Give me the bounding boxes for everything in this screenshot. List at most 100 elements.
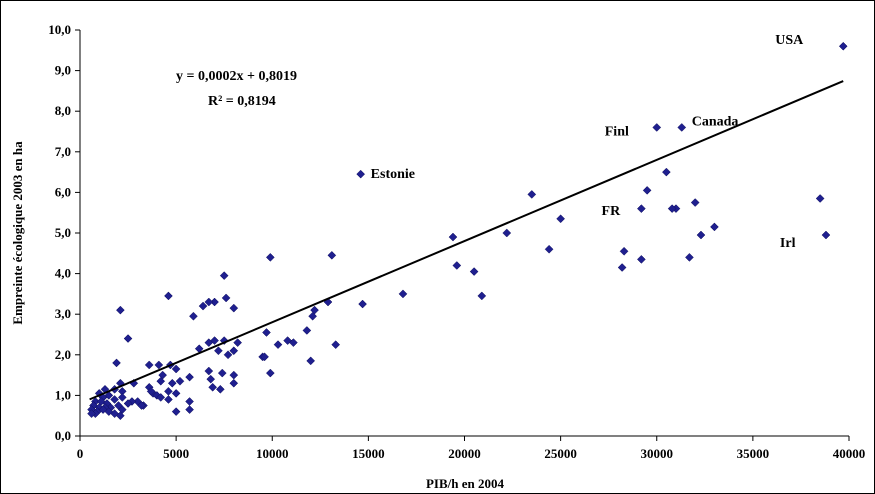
data-point [838,41,848,51]
data-point [189,311,198,321]
data-point [527,190,537,199]
data-point [306,356,316,366]
data-point [710,222,719,232]
data-point [677,123,687,132]
data-point [477,291,487,301]
data-point [331,340,341,350]
data-point [448,232,458,242]
data-point [690,198,700,207]
data-point [204,366,214,376]
annotation-usa: USA [775,33,804,48]
data-point [154,360,164,370]
y-tick-label: 5,0 [55,225,71,240]
data-point [144,360,154,370]
data-point [210,297,219,307]
y-tick-label: 4,0 [55,266,71,281]
data-point [171,389,181,398]
data-points [87,41,848,421]
data-point [104,407,114,416]
data-point [156,393,166,402]
data-point [821,230,831,240]
x-tick-label: 30000 [641,446,674,461]
data-point [265,253,275,262]
data-point [696,230,706,240]
y-tick-label: 10,0 [48,22,71,37]
data-point [327,250,337,260]
data-point [208,382,218,392]
y-tick-label: 7,0 [55,144,71,159]
data-point [214,346,223,356]
annotation-fr: FR [602,204,622,219]
data-point [116,305,125,315]
data-point [637,204,646,213]
data-point [123,399,133,408]
data-point [398,289,408,299]
data-point [233,338,242,347]
data-point [544,244,554,254]
data-point [117,393,127,402]
annotation-finl: Finl [605,124,629,139]
y-tick-label: 6,0 [55,184,71,199]
x-axis-title: PIB/h en 2004 [426,476,505,491]
data-point [215,384,225,394]
x-tick-label: 35000 [737,446,770,461]
data-point [815,194,825,203]
data-point [206,374,216,384]
data-point [289,338,298,347]
data-point [217,368,227,378]
data-point [642,186,652,195]
data-point [262,328,271,337]
data-point [556,214,565,224]
data-point [229,346,239,356]
data-point [198,301,208,311]
annotation-estonie: Estonie [371,167,415,182]
x-tick-label: 20000 [448,446,481,461]
data-point [185,397,194,406]
y-tick-label: 8,0 [55,103,71,118]
data-point [652,123,662,132]
x-tick-label: 15000 [352,446,385,461]
data-point [469,267,479,276]
r-squared-label: R² = 0,8194 [208,94,276,109]
data-point [662,167,671,177]
point-annotations: USA Canada Finl Estonie FR Irl [371,33,804,251]
data-point [164,386,173,396]
data-point [204,338,214,347]
data-point [452,261,462,270]
data-point [112,358,121,368]
data-point [164,395,173,404]
data-point [185,372,194,382]
y-tick-label: 0,0 [55,428,71,443]
data-point [685,253,694,262]
data-point [667,204,677,213]
data-point [171,364,181,374]
trendline [89,80,844,401]
data-point [171,407,181,416]
axes [79,30,849,437]
data-point [156,376,166,386]
data-point [175,376,185,386]
data-point [229,378,239,388]
y-tick-label: 2,0 [55,347,71,362]
x-axis-ticks: 0 5000 10000 15000 20000 25000 30000 35000 40000 [77,436,866,461]
x-tick-label: 10000 [256,446,289,461]
y-tick-label: 1,0 [55,387,71,402]
x-tick-label: 5000 [163,446,189,461]
y-axis-ticks: 0,0 1,0 2,0 3,0 4,0 5,0 6,0 7,0 8,0 9,0 10,0 [48,22,80,443]
y-tick-label: 3,0 [55,306,71,321]
data-point [167,378,177,388]
data-point [302,326,312,335]
data-point [619,246,629,256]
data-point [87,409,96,419]
data-point [229,370,239,380]
y-tick-label: 9,0 [55,63,71,78]
x-tick-label: 40000 [833,446,866,461]
data-point [265,368,275,378]
annotation-irl: Irl [780,236,796,251]
trendline-equation: y = 0,0002x + 0,8019 [176,69,297,84]
data-point [185,405,194,414]
x-tick-label: 0 [77,446,84,461]
data-point [637,255,646,264]
